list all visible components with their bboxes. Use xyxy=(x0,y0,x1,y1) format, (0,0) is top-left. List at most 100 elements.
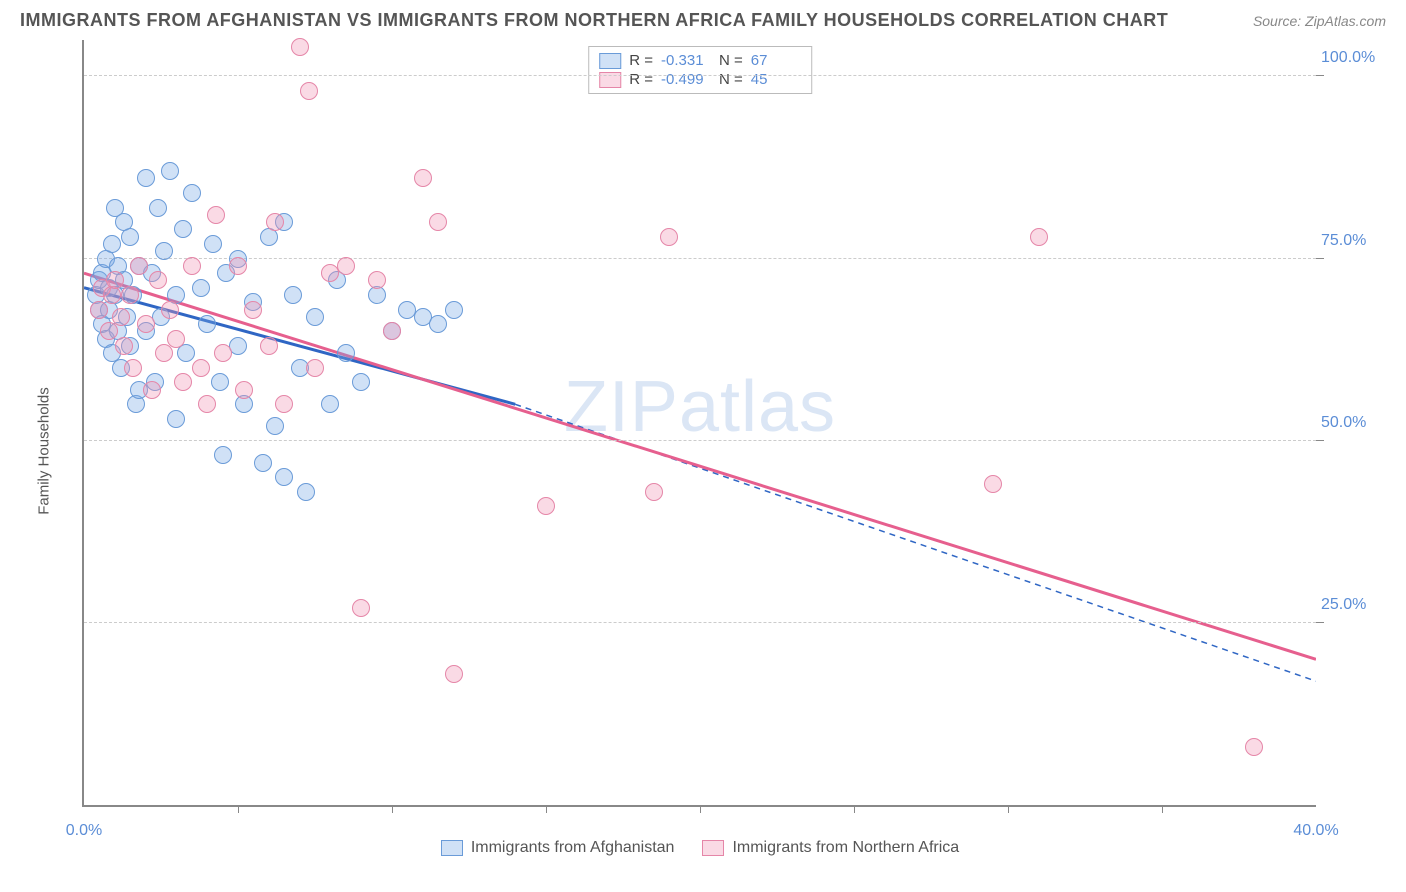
legend-swatch-northern-africa xyxy=(702,840,724,856)
legend-stats-row: R = -0.331 N = 67 xyxy=(599,51,801,70)
data-point xyxy=(383,322,401,340)
data-point xyxy=(183,184,201,202)
data-point xyxy=(183,257,201,275)
y-tick-label: 75.0% xyxy=(1321,232,1376,250)
legend-item-afghanistan: Immigrants from Afghanistan xyxy=(441,839,675,857)
legend-item-northern-africa: Immigrants from Northern Africa xyxy=(702,839,959,857)
data-point xyxy=(192,359,210,377)
r-value-northern-africa: -0.499 xyxy=(661,71,711,88)
data-point xyxy=(306,359,324,377)
data-point xyxy=(1030,228,1048,246)
data-point xyxy=(192,279,210,297)
data-point xyxy=(90,301,108,319)
data-point xyxy=(275,468,293,486)
gridline-h xyxy=(84,440,1316,441)
y-tick-label: 100.0% xyxy=(1321,49,1376,67)
data-point xyxy=(300,82,318,100)
data-point xyxy=(155,344,173,362)
x-tick-label: 0.0% xyxy=(66,822,102,840)
x-tick xyxy=(392,805,393,813)
n-label: N = xyxy=(719,52,743,69)
data-point xyxy=(275,395,293,413)
data-point xyxy=(254,454,272,472)
r-label: R = xyxy=(629,52,653,69)
data-point xyxy=(198,315,216,333)
data-point xyxy=(297,483,315,501)
data-point xyxy=(414,169,432,187)
data-point xyxy=(112,308,130,326)
x-tick xyxy=(854,805,855,813)
legend-label-afghanistan: Immigrants from Afghanistan xyxy=(471,839,675,857)
data-point xyxy=(121,286,139,304)
data-point xyxy=(198,395,216,413)
data-point xyxy=(229,257,247,275)
data-point xyxy=(130,257,148,275)
n-value-afghanistan: 67 xyxy=(751,52,801,69)
data-point xyxy=(214,344,232,362)
data-point xyxy=(306,308,324,326)
x-tick xyxy=(700,805,701,813)
data-point xyxy=(352,373,370,391)
data-point xyxy=(321,395,339,413)
data-point xyxy=(244,301,262,319)
y-tick-label: 25.0% xyxy=(1321,596,1376,614)
data-point xyxy=(115,337,133,355)
x-tick xyxy=(1162,805,1163,813)
plot-area: ZIPatlas R = -0.331 N = 67 R = -0.499 N … xyxy=(82,40,1316,807)
x-tick xyxy=(1008,805,1009,813)
data-point xyxy=(100,322,118,340)
data-point xyxy=(174,220,192,238)
x-tick xyxy=(238,805,239,813)
legend-swatch-northern-africa xyxy=(599,72,621,88)
data-point xyxy=(143,381,161,399)
data-point xyxy=(167,330,185,348)
legend-stats-row: R = -0.499 N = 45 xyxy=(599,70,801,89)
data-point xyxy=(229,337,247,355)
chart-container: Family Households ZIPatlas R = -0.331 N … xyxy=(52,40,1386,862)
source-label: Source: ZipAtlas.com xyxy=(1253,13,1386,29)
data-point xyxy=(137,315,155,333)
data-point xyxy=(266,417,284,435)
data-point xyxy=(368,271,386,289)
y-tick-label: 50.0% xyxy=(1321,414,1376,432)
legend-swatch-afghanistan xyxy=(441,840,463,856)
data-point xyxy=(445,301,463,319)
legend-label-northern-africa: Immigrants from Northern Africa xyxy=(732,839,959,857)
data-point xyxy=(174,373,192,391)
data-point xyxy=(106,271,124,289)
data-point xyxy=(211,373,229,391)
data-point xyxy=(149,199,167,217)
data-point xyxy=(537,497,555,515)
y-axis-label: Family Households xyxy=(36,387,53,515)
r-label: R = xyxy=(629,71,653,88)
data-point xyxy=(121,228,139,246)
data-point xyxy=(207,206,225,224)
data-point xyxy=(445,665,463,683)
data-point xyxy=(155,242,173,260)
data-point xyxy=(260,337,278,355)
data-point xyxy=(167,410,185,428)
x-tick xyxy=(546,805,547,813)
legend-swatch-afghanistan xyxy=(599,53,621,69)
data-point xyxy=(352,599,370,617)
data-point xyxy=(645,483,663,501)
gridline-h xyxy=(84,258,1316,259)
data-point xyxy=(137,169,155,187)
data-point xyxy=(235,381,253,399)
data-point xyxy=(984,475,1002,493)
n-label: N = xyxy=(719,71,743,88)
data-point xyxy=(284,286,302,304)
gridline-h xyxy=(84,75,1316,76)
data-point xyxy=(429,213,447,231)
legend-series: Immigrants from Afghanistan Immigrants f… xyxy=(84,839,1316,857)
data-point xyxy=(103,235,121,253)
data-point xyxy=(660,228,678,246)
data-point xyxy=(429,315,447,333)
data-point xyxy=(266,213,284,231)
data-point xyxy=(124,359,142,377)
data-point xyxy=(337,344,355,362)
chart-title: IMMIGRANTS FROM AFGHANISTAN VS IMMIGRANT… xyxy=(20,10,1168,31)
data-point xyxy=(204,235,222,253)
data-point xyxy=(337,257,355,275)
data-point xyxy=(161,162,179,180)
